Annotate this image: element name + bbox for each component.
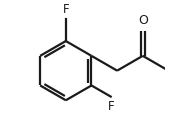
Text: O: O [138,14,148,27]
Text: F: F [107,100,114,113]
Text: F: F [62,3,69,16]
